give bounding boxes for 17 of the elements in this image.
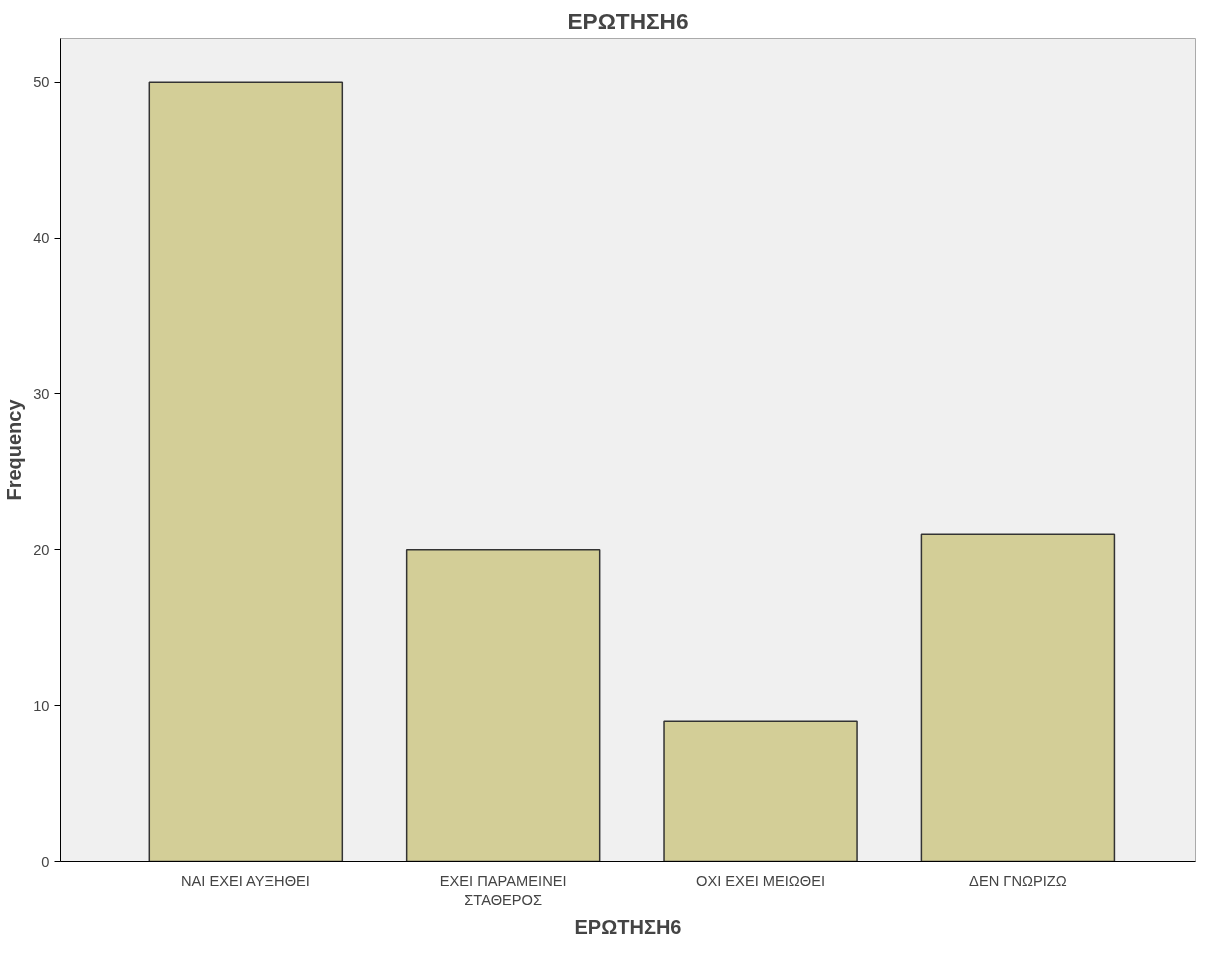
x-axis-title: ΕΡΩΤΗΣΗ6 <box>574 915 682 938</box>
x-tick-label: ΟΧΙ ΕΧΕΙ ΜΕΙΩΘΕΙ <box>696 872 826 889</box>
bar <box>148 81 344 862</box>
chart-title: ΕΡΩΤΗΣΗ6 <box>567 7 689 34</box>
y-tick-label: 40 <box>33 230 50 247</box>
y-axis-title: Frequency <box>3 398 26 501</box>
y-tick-label: 50 <box>33 74 50 91</box>
x-tick-label: ΝΑΙ ΕΧΕΙ ΑΥΞΗΘΕΙ <box>180 872 310 889</box>
x-tick-label: ΕΧΕΙ ΠΑΡΑΜΕΙΝΕΙ ΣΤΑΘΕΡΟΣ <box>439 872 567 908</box>
y-tick-label: 30 <box>33 385 50 402</box>
y-tick-label: 0 <box>41 853 50 870</box>
y-tick-label: 20 <box>33 541 50 558</box>
bar <box>920 533 1116 862</box>
bar <box>663 720 858 862</box>
bar <box>405 549 601 862</box>
x-tick-label: ΔΕΝ ΓΝΩΡΙΖΩ <box>969 872 1067 889</box>
y-tick-label: 10 <box>33 697 50 714</box>
